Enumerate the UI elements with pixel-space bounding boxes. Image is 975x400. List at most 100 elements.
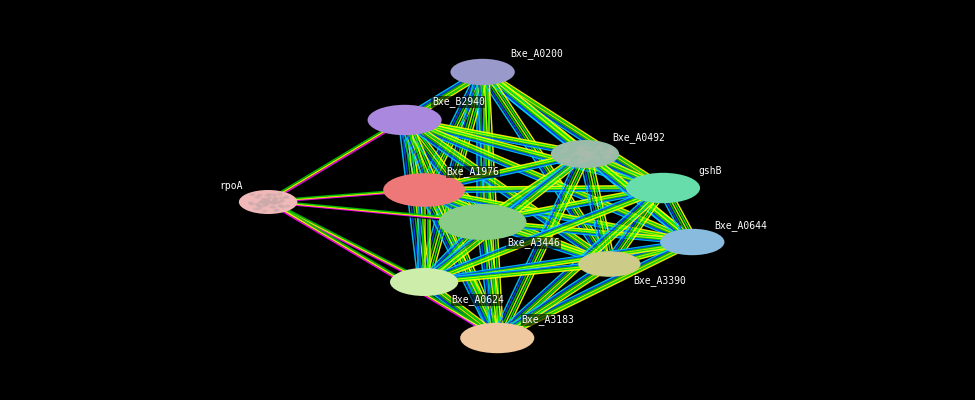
Circle shape xyxy=(274,202,278,204)
Circle shape xyxy=(583,152,588,154)
Circle shape xyxy=(607,148,612,150)
Circle shape xyxy=(368,105,442,135)
Circle shape xyxy=(249,202,253,204)
Circle shape xyxy=(583,155,588,157)
Circle shape xyxy=(608,151,613,153)
Circle shape xyxy=(269,202,273,203)
Circle shape xyxy=(262,205,267,206)
Circle shape xyxy=(390,268,458,296)
Circle shape xyxy=(265,200,269,202)
Circle shape xyxy=(584,155,589,157)
Circle shape xyxy=(660,229,724,255)
Circle shape xyxy=(263,202,267,204)
Circle shape xyxy=(579,154,583,156)
Circle shape xyxy=(286,205,290,207)
Circle shape xyxy=(577,148,581,150)
Circle shape xyxy=(275,209,279,211)
Circle shape xyxy=(604,157,608,159)
Circle shape xyxy=(279,197,284,199)
Circle shape xyxy=(270,201,274,203)
Circle shape xyxy=(587,147,592,149)
Circle shape xyxy=(588,157,592,159)
Circle shape xyxy=(257,205,261,207)
Circle shape xyxy=(267,194,272,196)
Circle shape xyxy=(265,199,270,200)
Circle shape xyxy=(257,194,261,196)
Circle shape xyxy=(584,159,589,161)
Circle shape xyxy=(582,152,586,154)
Circle shape xyxy=(605,155,610,157)
Circle shape xyxy=(580,160,585,162)
Circle shape xyxy=(383,173,465,207)
Circle shape xyxy=(606,149,611,151)
Circle shape xyxy=(269,206,274,208)
Circle shape xyxy=(586,153,591,155)
Circle shape xyxy=(581,153,586,155)
Circle shape xyxy=(285,196,289,198)
Circle shape xyxy=(251,194,254,195)
Circle shape xyxy=(592,152,597,154)
Circle shape xyxy=(585,151,590,153)
Circle shape xyxy=(250,203,254,205)
Text: Bxe_A0200: Bxe_A0200 xyxy=(510,48,563,60)
Circle shape xyxy=(265,194,269,196)
Circle shape xyxy=(581,160,585,162)
Circle shape xyxy=(575,152,580,154)
Circle shape xyxy=(578,251,641,277)
Text: Bxe_A1976: Bxe_A1976 xyxy=(447,166,499,178)
Circle shape xyxy=(551,140,619,168)
Text: Bxe_A0624: Bxe_A0624 xyxy=(451,294,504,306)
Circle shape xyxy=(598,146,603,148)
Circle shape xyxy=(260,201,264,203)
Circle shape xyxy=(581,151,586,153)
Circle shape xyxy=(588,152,592,154)
Circle shape xyxy=(263,203,267,205)
Circle shape xyxy=(279,201,283,203)
Text: Bxe_A3390: Bxe_A3390 xyxy=(634,275,686,286)
Circle shape xyxy=(606,157,611,159)
Circle shape xyxy=(580,152,585,154)
Circle shape xyxy=(584,160,589,162)
Circle shape xyxy=(261,200,265,202)
Circle shape xyxy=(561,150,566,152)
Circle shape xyxy=(566,158,570,160)
Circle shape xyxy=(583,154,588,156)
Text: rpoA: rpoA xyxy=(219,181,243,191)
Circle shape xyxy=(272,206,276,208)
Circle shape xyxy=(274,197,278,199)
Circle shape xyxy=(266,201,270,202)
Circle shape xyxy=(589,155,594,157)
Circle shape xyxy=(261,198,265,200)
Text: Bxe_A3446: Bxe_A3446 xyxy=(507,237,560,248)
Circle shape xyxy=(239,190,297,214)
Circle shape xyxy=(284,196,288,198)
Circle shape xyxy=(257,208,261,210)
Circle shape xyxy=(266,201,270,203)
Circle shape xyxy=(278,205,283,207)
Circle shape xyxy=(260,202,264,203)
Circle shape xyxy=(570,154,575,156)
Circle shape xyxy=(626,173,700,203)
Circle shape xyxy=(450,59,515,85)
Text: Bxe_A0644: Bxe_A0644 xyxy=(715,220,767,231)
Circle shape xyxy=(271,202,275,204)
Circle shape xyxy=(577,154,582,156)
Circle shape xyxy=(577,158,582,160)
Circle shape xyxy=(272,194,276,196)
Circle shape xyxy=(276,202,280,204)
Circle shape xyxy=(274,199,278,201)
Circle shape xyxy=(255,196,259,198)
Circle shape xyxy=(604,155,609,157)
Circle shape xyxy=(266,201,270,203)
Circle shape xyxy=(579,150,584,151)
Circle shape xyxy=(595,157,600,159)
Circle shape xyxy=(564,145,568,147)
Circle shape xyxy=(255,204,259,205)
Circle shape xyxy=(264,204,269,205)
Text: gshB: gshB xyxy=(698,166,722,176)
Circle shape xyxy=(585,152,590,154)
Circle shape xyxy=(267,197,272,198)
Circle shape xyxy=(262,210,267,212)
Circle shape xyxy=(258,206,262,208)
Circle shape xyxy=(593,157,598,159)
